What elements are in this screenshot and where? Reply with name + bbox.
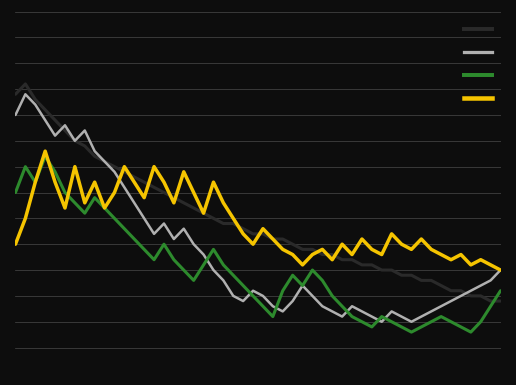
Legend: , , , : , , ,	[464, 22, 496, 105]
